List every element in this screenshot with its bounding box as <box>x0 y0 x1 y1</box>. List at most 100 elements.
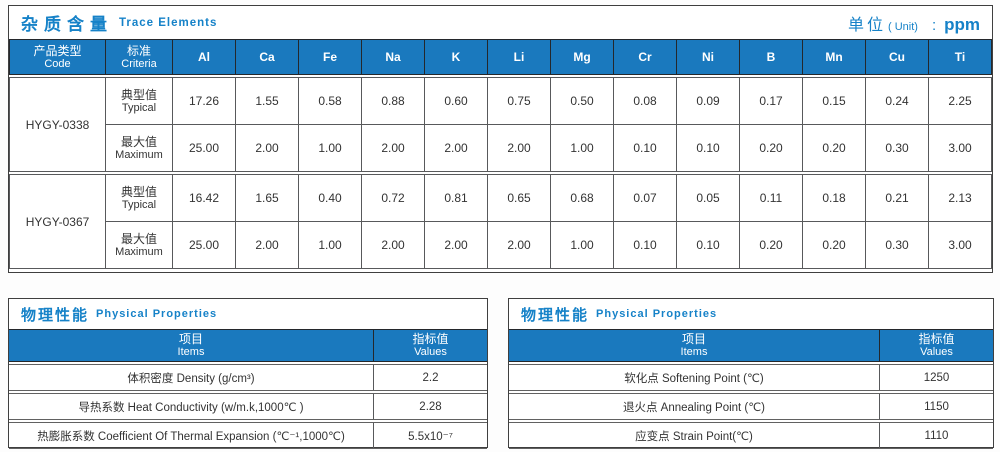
criteria-label-en: Maximum <box>115 245 163 258</box>
element-symbol: K <box>451 50 461 64</box>
trace-value-cell: 0.72 <box>361 174 425 222</box>
element-symbol: Fe <box>322 50 337 64</box>
trace-value-cell: 0.07 <box>613 174 677 222</box>
element-header-cell: Fe <box>298 39 362 75</box>
physical-row: 体积密度 Density (g/cm³) 2.2 <box>9 364 487 391</box>
column-header-items: 项目 Items <box>509 330 879 361</box>
table-row: HYGY-0338 典型值 Typical 17.26 1.55 0.58 0.88 0.60… <box>9 77 992 172</box>
unit-label-zh: 单位 <box>847 16 886 34</box>
column-header-product-en: Code <box>44 57 71 70</box>
trace-value-cell: 0.24 <box>865 77 929 125</box>
trace-value-cell: 0.65 <box>487 174 551 222</box>
element-header-cell: Li <box>487 39 551 75</box>
column-header-items-en: Items <box>680 345 708 358</box>
element-header-cell: K <box>424 39 488 75</box>
trace-value-cell: 2.00 <box>424 124 488 172</box>
criteria-label-zh: 最大值 <box>120 231 157 246</box>
trace-value-cell: 25.00 <box>172 124 236 172</box>
value-cell: 1110 <box>924 429 949 442</box>
element-header-cell: Mn <box>802 39 866 75</box>
element-header-cell: Mg <box>550 39 614 75</box>
trace-value-cell: 0.18 <box>802 174 866 222</box>
physical-left-title-bar: 物理性能 Physical Properties <box>9 299 487 329</box>
trace-value-cell: 0.81 <box>424 174 488 222</box>
criteria-label-zh: 最大值 <box>120 134 157 149</box>
physical-row: 应变点 Strain Point(℃) 1110 <box>509 422 993 449</box>
column-header-items: 项目 Items <box>9 330 373 361</box>
product-code-cell: HYGY-0338 <box>9 77 106 172</box>
trace-value-cell: 0.60 <box>424 77 488 125</box>
trace-value-cell: 1.00 <box>298 221 362 269</box>
physical-left-title-en: Physical Properties <box>96 308 218 320</box>
trace-value-cell: 0.11 <box>739 174 803 222</box>
unit-indicator: 单位 ( Unit) : ppm <box>848 11 980 35</box>
trace-title-bar: 杂质含量 Trace Elements 单位 ( Unit) : ppm <box>9 6 992 39</box>
element-symbol: Mg <box>573 50 591 64</box>
trace-value-cell: 0.50 <box>550 77 614 125</box>
column-header-values: 指标值 Values <box>373 330 487 361</box>
trace-value-cell: 0.68 <box>550 174 614 222</box>
column-header-values-en: Values <box>414 345 447 358</box>
physical-right-title-bar: 物理性能 Physical Properties <box>509 299 993 329</box>
column-header-values-en: Values <box>920 345 953 358</box>
trace-value-cell: 0.75 <box>487 77 551 125</box>
element-symbol: Al <box>198 50 210 64</box>
trace-value-cell: 2.00 <box>487 124 551 172</box>
trace-value-cell: 0.15 <box>802 77 866 125</box>
physical-right-title-zh: 物理性能 <box>521 306 590 324</box>
element-header-cell: Ni <box>676 39 740 75</box>
item-cell: 热膨胀系数 Coefficient Of Thermal Expansion (… <box>9 423 374 448</box>
trace-value-cell: 2.00 <box>487 221 551 269</box>
element-symbol: Mn <box>825 50 843 64</box>
column-header-values-zh: 指标值 <box>918 331 955 346</box>
trace-value-cell: 0.20 <box>739 221 803 269</box>
trace-group-table: HYGY-0367 典型值 Typical 16.42 1.65 0.40 0.72 0.81… <box>9 174 992 269</box>
trace-group-table: HYGY-0338 典型值 Typical 17.26 1.55 0.58 0.88 0.60… <box>9 77 992 172</box>
element-header-cell: Cr <box>613 39 677 75</box>
physical-row: 热膨胀系数 Coefficient Of Thermal Expansion (… <box>9 422 487 449</box>
item-cell: 体积密度 Density (g/cm³) <box>9 365 374 390</box>
table-row: 最大值 Maximum 25.00 2.00 1.00 2.00 2.00 2.00 1.00 0… <box>10 124 992 172</box>
trace-value-cell: 16.42 <box>172 174 236 222</box>
column-header-values: 指标值 Values <box>879 330 993 361</box>
value-cell: 2.28 <box>419 400 442 413</box>
element-header-cell: B <box>739 39 803 75</box>
criteria-cell: 最大值 Maximum <box>105 221 173 269</box>
element-header-cell: Cu <box>865 39 929 75</box>
trace-value-cell: 25.00 <box>172 221 236 269</box>
trace-table-header: 产品类型 Code 标准 Criteria Al Ca Fe Na K Li Mg Cr Ni B… <box>9 39 992 75</box>
physical-left-title-zh: 物理性能 <box>21 306 90 324</box>
column-header-product: 产品类型 Code <box>9 39 106 75</box>
trace-value-cell: 0.08 <box>613 77 677 125</box>
criteria-label-en: Typical <box>121 198 157 211</box>
trace-value-cell: 2.00 <box>361 221 425 269</box>
element-symbol: Ni <box>702 50 714 64</box>
unit-colon: : <box>931 16 937 34</box>
trace-value-cell: 0.20 <box>802 221 866 269</box>
trace-value-cell: 2.00 <box>235 221 299 269</box>
item-cell: 退火点 Annealing Point (℃) <box>509 394 880 419</box>
criteria-label-zh: 典型值 <box>120 87 157 102</box>
criteria-cell: 典型值 Typical <box>105 77 173 125</box>
physical-row: 导热系数 Heat Conductivity (w/m.k,1000℃ ) 2.2… <box>9 393 487 420</box>
trace-value-cell: 1.00 <box>550 221 614 269</box>
element-symbol: B <box>766 50 776 64</box>
trace-value-cell: 17.26 <box>172 77 236 125</box>
physical-properties-section-left: 物理性能 Physical Properties 项目 Items 指标值 Va… <box>8 298 488 449</box>
physical-row: 退火点 Annealing Point (℃) 1150 <box>509 393 993 420</box>
column-header-items-zh: 项目 <box>178 331 203 346</box>
value-cell: 1250 <box>923 371 950 384</box>
value-cell: 1150 <box>924 400 949 413</box>
physical-right-rows: 软化点 Softening Point (℃) 1250 退火点 Annealing… <box>509 364 993 449</box>
trace-value-cell: 0.10 <box>613 124 677 172</box>
element-symbol: Li <box>513 50 525 64</box>
trace-value-cell: 2.13 <box>928 174 992 222</box>
column-header-criteria: 标准 Criteria <box>105 39 173 75</box>
trace-value-cell: 0.10 <box>676 221 740 269</box>
trace-value-cell: 1.00 <box>298 124 362 172</box>
trace-value-cell: 0.58 <box>298 77 362 125</box>
table-row: 最大值 Maximum 25.00 2.00 1.00 2.00 2.00 2.00 1.00 0… <box>10 221 992 269</box>
criteria-label-zh: 典型值 <box>120 184 157 199</box>
criteria-cell: 典型值 Typical <box>105 174 173 222</box>
element-symbol: Ti <box>954 50 966 64</box>
